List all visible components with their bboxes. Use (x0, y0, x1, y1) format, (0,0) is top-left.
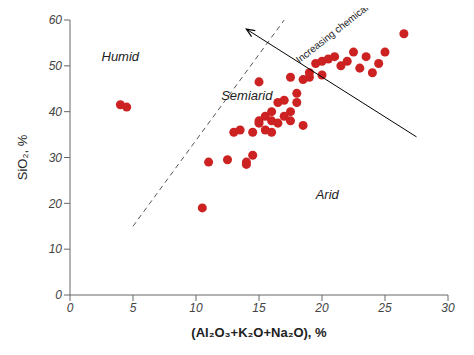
svg-text:0: 0 (55, 288, 62, 302)
svg-text:30: 30 (49, 151, 63, 165)
svg-text:40: 40 (49, 105, 63, 119)
svg-text:10: 10 (49, 242, 63, 256)
svg-text:0: 0 (67, 301, 74, 315)
svg-text:Increasing chemical maturity: Increasing chemical maturity (294, 8, 401, 65)
svg-text:(Al₂O₃+K₂O+Na₂O), %: (Al₂O₃+K₂O+Na₂O), % (191, 325, 327, 340)
svg-text:25: 25 (377, 301, 392, 315)
svg-text:60: 60 (49, 13, 63, 27)
svg-text:15: 15 (252, 301, 266, 315)
svg-text:Arid: Arid (315, 187, 340, 202)
svg-text:20: 20 (314, 301, 329, 315)
svg-text:5: 5 (130, 301, 137, 315)
svg-text:Humid: Humid (102, 49, 140, 64)
svg-text:SiO₂, %: SiO₂, % (15, 134, 30, 180)
svg-text:Semiarid: Semiarid (221, 88, 273, 103)
svg-text:20: 20 (48, 197, 63, 211)
svg-text:10: 10 (189, 301, 203, 315)
svg-text:30: 30 (441, 301, 455, 315)
svg-text:50: 50 (49, 59, 63, 73)
